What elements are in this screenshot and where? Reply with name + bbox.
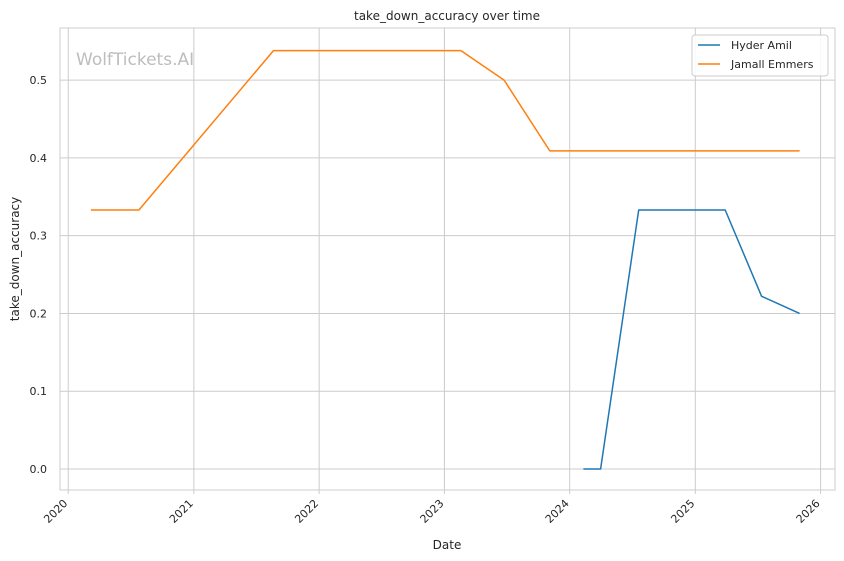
y-tick-label: 0.4 <box>30 152 48 165</box>
watermark: WolfTickets.AI <box>76 50 194 70</box>
legend-label-jamall-emmers: Jamall Emmers <box>730 58 814 71</box>
chart-title: take_down_accuracy over time <box>354 9 540 23</box>
y-tick-label: 0.2 <box>30 307 48 320</box>
y-tick-label: 0.0 <box>30 463 48 476</box>
legend-label-hyder-amil: Hyder Amil <box>731 39 792 52</box>
x-axis-label: Date <box>433 538 462 552</box>
legend: Hyder Amil Jamall Emmers <box>691 34 829 77</box>
series-lines <box>90 49 800 470</box>
legend-box <box>691 34 829 77</box>
series-line-jamall-emmers <box>90 49 800 211</box>
plot-frame <box>59 27 836 491</box>
series-line-hyder-amil <box>583 209 800 470</box>
y-tick-label: 0.5 <box>30 74 48 87</box>
y-axis-label: take_down_accuracy <box>8 197 22 321</box>
y-tick-label: 0.3 <box>30 230 48 243</box>
grid-lines <box>60 28 835 490</box>
y-tick-label: 0.1 <box>30 385 48 398</box>
